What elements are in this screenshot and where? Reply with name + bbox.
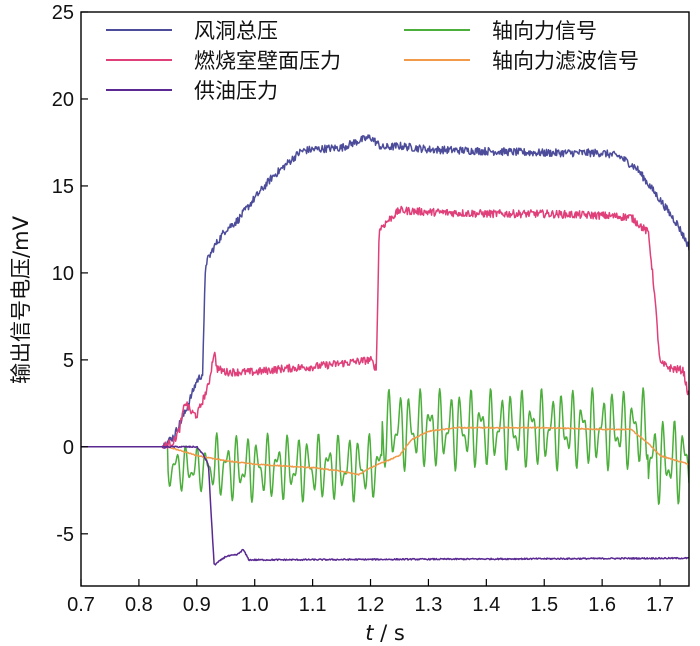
x-tick-label: 1.0: [241, 594, 269, 616]
x-tick-label: 1.3: [415, 594, 443, 616]
legend-label: 燃烧室壁面压力: [194, 49, 341, 73]
series-line-1: [81, 205, 689, 449]
series-layer: [81, 134, 689, 566]
y-axis-title: 输出信号电压/mV: [9, 215, 33, 384]
legend-label: 轴向力滤波信号: [492, 49, 639, 73]
series-line-3: [81, 387, 689, 505]
x-tick-label: 1.4: [472, 594, 500, 616]
y-axis: -5 0 5 10 15 20 25: [52, 2, 88, 546]
x-axis-variable: t: [365, 621, 374, 645]
x-tick-label: 1.1: [299, 594, 327, 616]
x-tick-label: 1.6: [588, 594, 616, 616]
x-tick-label: 0.9: [183, 594, 211, 616]
x-tick-label: 1.2: [357, 594, 385, 616]
x-axis-unit: / s: [373, 621, 404, 645]
x-tick-label: 1.5: [530, 594, 558, 616]
x-axis: 0.7 0.8 0.9 1.0 1.1 1.2 1.3 1.4 1.5 1.6 1.7: [67, 579, 674, 616]
legend-label: 轴向力信号: [492, 19, 597, 43]
x-axis-title: t / s: [365, 621, 405, 645]
y-tick-label: -5: [56, 524, 74, 546]
series-line-2: [81, 445, 689, 566]
y-tick-label: 10: [52, 263, 74, 285]
series-line-4: [81, 426, 689, 476]
legend-label: 风洞总压: [194, 19, 278, 43]
x-tick-label: 0.8: [125, 594, 153, 616]
y-tick-label: 25: [52, 2, 74, 24]
y-tick-label: 5: [63, 350, 74, 372]
legend-label: 供油压力: [194, 79, 278, 103]
y-tick-label: 15: [52, 176, 74, 198]
x-tick-label: 1.7: [646, 594, 674, 616]
x-tick-label: 0.7: [67, 594, 95, 616]
series-line-0: [81, 134, 689, 450]
plot-frame: [80, 11, 690, 587]
y-tick-label: 0: [63, 437, 74, 459]
y-tick-label: 20: [52, 89, 74, 111]
